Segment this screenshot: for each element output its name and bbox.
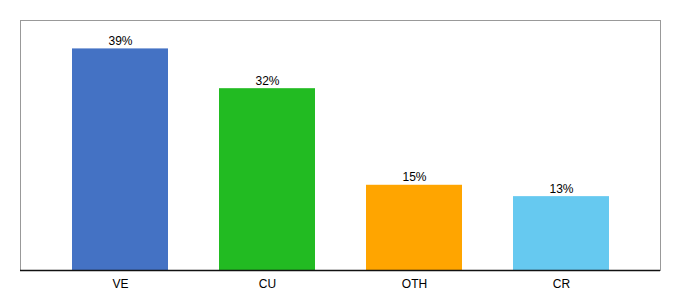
svg-text:32%: 32%: [255, 74, 279, 88]
svg-text:39%: 39%: [108, 34, 132, 48]
svg-text:CR: CR: [553, 277, 571, 291]
svg-text:15%: 15%: [402, 170, 426, 184]
svg-text:OTH: OTH: [402, 277, 427, 291]
svg-text:VE: VE: [112, 277, 128, 291]
svg-text:13%: 13%: [549, 182, 573, 196]
svg-text:CU: CU: [259, 277, 276, 291]
